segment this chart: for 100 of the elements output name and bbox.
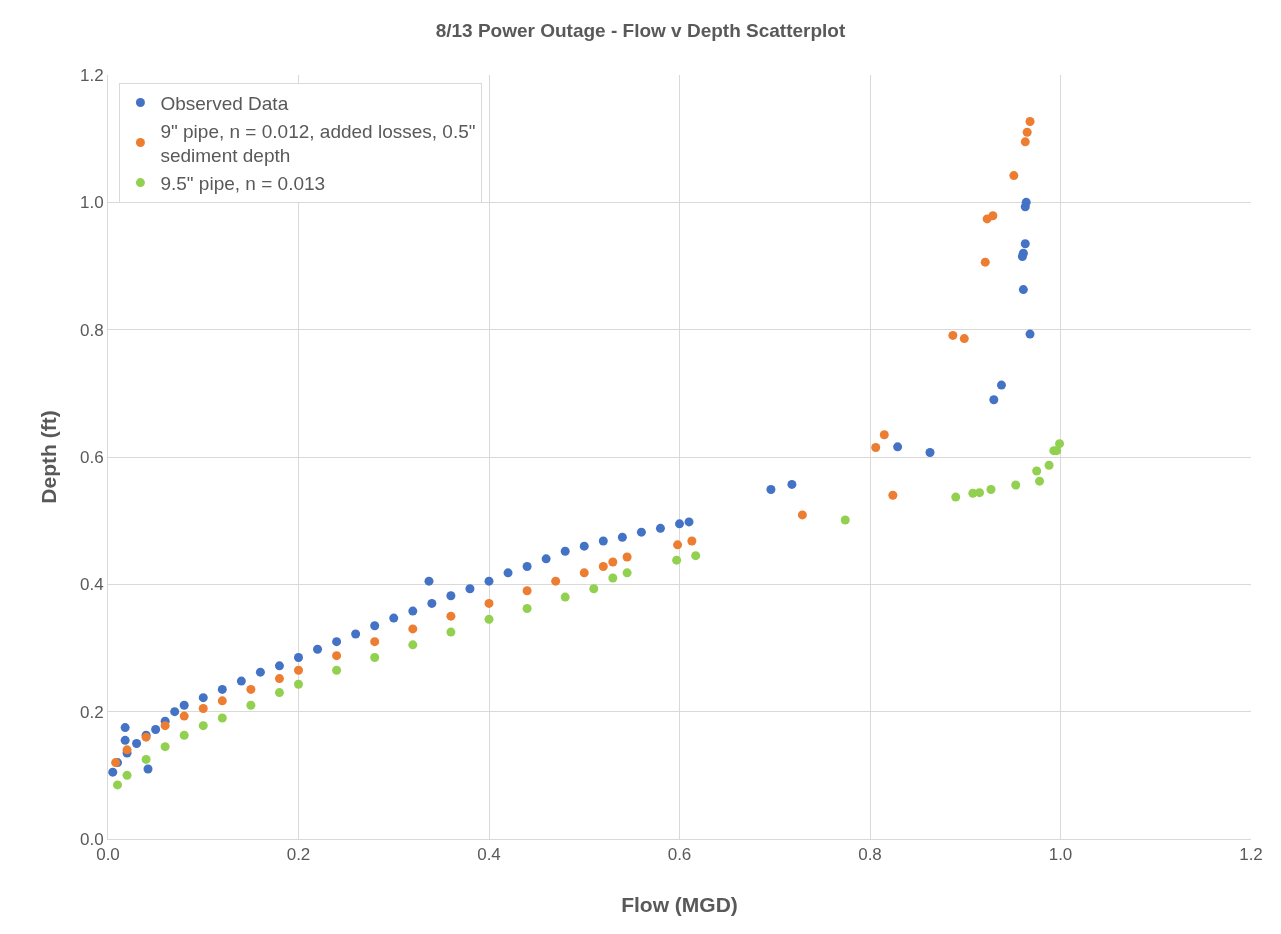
point [217,713,227,723]
point [579,541,589,551]
y-tick-label: 0.6 [79,447,104,467]
point [673,540,683,550]
point [1055,439,1065,449]
point [132,739,142,748]
y-tick-label: 0.4 [79,575,104,595]
point [840,515,850,525]
point [198,721,208,731]
point [141,754,151,764]
point [1021,197,1031,207]
point [408,640,418,650]
point [370,653,380,663]
point [975,488,985,498]
point [672,555,682,565]
point [446,611,456,621]
point [294,665,303,675]
point [522,562,532,572]
point [980,257,990,267]
point [217,684,227,694]
point [408,624,418,634]
point [160,721,170,731]
point [522,604,532,614]
point [1022,127,1032,137]
point [217,696,227,706]
x-tick-label: 0.2 [286,845,311,865]
point [636,527,646,537]
point [1025,329,1035,339]
point [675,519,684,529]
point [893,442,903,452]
point [986,484,996,494]
point [113,780,123,790]
point [691,551,701,561]
x-tick-label: 0.6 [667,845,692,865]
point [351,629,361,639]
point [120,723,130,733]
point [198,693,208,703]
point [1011,480,1021,490]
point [1044,460,1054,470]
point [198,703,208,713]
point [951,492,961,502]
point [541,554,551,564]
point [551,576,561,586]
point [236,676,246,686]
point [589,584,599,594]
point [484,614,494,624]
point [996,380,1006,390]
point [370,621,380,631]
point [622,552,632,562]
point [120,735,130,745]
y-tick-label: 1.2 [79,65,104,85]
point [522,586,532,596]
point [1032,466,1042,476]
y-tick-label: 0.2 [79,702,104,722]
point [879,430,889,440]
point [484,576,494,586]
point [989,395,999,405]
point [170,707,180,717]
point [1020,137,1030,147]
chart-title: 8/13 Power Outage - Flow v Depth Scatterplot [435,19,846,41]
point [179,711,189,721]
point [332,637,342,647]
point [560,592,570,602]
point [255,667,265,677]
point [871,442,881,452]
x-tick-label: 0.4 [477,845,501,865]
point [925,448,935,458]
point [294,679,303,689]
point [332,651,342,661]
point [579,568,589,578]
point [608,557,618,567]
point [560,546,570,556]
x-tick-label: 0.8 [858,845,882,865]
point [108,767,118,777]
point [274,688,284,698]
point [246,700,256,710]
x-tick-label: 1.0 [1048,845,1073,865]
point [797,510,807,520]
point [948,330,958,340]
point [151,724,161,734]
point [503,568,513,578]
point [389,613,399,623]
point [313,644,323,654]
point [294,653,303,663]
x-tick-label: 1.2 [1239,845,1263,865]
point [370,637,380,647]
point [888,490,898,500]
point [465,584,475,594]
point [617,532,627,542]
y-tick-label: 1.0 [79,193,104,213]
x-axis-title: Flow (MGD) [621,893,738,916]
point [1035,476,1045,486]
legend-label: Observed Data [160,92,289,114]
point [684,517,694,527]
point [598,562,608,572]
point [787,479,797,489]
point [332,665,342,675]
y-tick-label: 0.8 [79,320,104,340]
point [766,484,776,494]
point [959,334,969,344]
